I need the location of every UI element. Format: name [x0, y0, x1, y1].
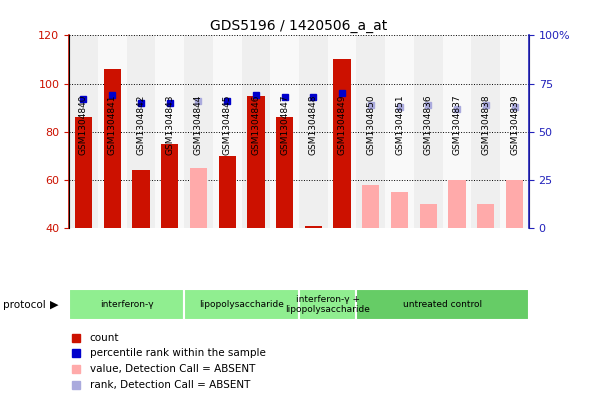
Text: value, Detection Call = ABSENT: value, Detection Call = ABSENT [90, 364, 255, 374]
Bar [385, 35, 414, 228]
Bar [161, 144, 178, 228]
Bar [362, 185, 379, 228]
Text: rank, Detection Call = ABSENT: rank, Detection Call = ABSENT [90, 380, 250, 390]
Text: GSM1304847: GSM1304847 [280, 94, 289, 155]
Bar [184, 288, 299, 321]
Bar [247, 95, 264, 228]
Bar [98, 35, 127, 228]
Bar [190, 168, 207, 228]
Bar [305, 226, 322, 228]
Text: untreated control: untreated control [403, 300, 482, 309]
Text: GSM1304849: GSM1304849 [338, 94, 347, 155]
Bar [500, 35, 529, 228]
Bar [276, 117, 293, 228]
Bar [127, 35, 155, 228]
Text: GSM1304844: GSM1304844 [194, 94, 203, 154]
Text: lipopolysaccharide: lipopolysaccharide [199, 300, 284, 309]
Text: GSM1304850: GSM1304850 [367, 94, 376, 155]
Text: GSM1304836: GSM1304836 [424, 94, 433, 155]
Text: interferon-γ +
lipopolysaccharide: interferon-γ + lipopolysaccharide [285, 295, 370, 314]
Text: GSM1304839: GSM1304839 [510, 94, 519, 155]
Bar [419, 204, 437, 228]
Bar [299, 288, 356, 321]
Bar [506, 180, 523, 228]
Bar [477, 204, 495, 228]
Text: GSM1304842: GSM1304842 [136, 94, 145, 154]
Text: GSM1304848: GSM1304848 [309, 94, 318, 155]
Bar [471, 35, 500, 228]
Text: GSM1304851: GSM1304851 [395, 94, 404, 155]
Text: GSM1304838: GSM1304838 [481, 94, 490, 155]
Bar [270, 35, 299, 228]
Bar [242, 35, 270, 228]
Bar [448, 180, 466, 228]
Text: GSM1304846: GSM1304846 [251, 94, 260, 155]
Title: GDS5196 / 1420506_a_at: GDS5196 / 1420506_a_at [210, 19, 388, 33]
Bar [328, 35, 356, 228]
Text: GSM1304840: GSM1304840 [79, 94, 88, 155]
Bar [414, 35, 443, 228]
Bar [299, 35, 328, 228]
Text: interferon-γ: interferon-γ [100, 300, 153, 309]
Text: percentile rank within the sample: percentile rank within the sample [90, 348, 266, 358]
Bar [356, 35, 385, 228]
Text: protocol: protocol [3, 299, 46, 310]
Text: GSM1304837: GSM1304837 [453, 94, 462, 155]
Bar [443, 35, 471, 228]
Bar [219, 156, 236, 228]
Bar [132, 170, 150, 228]
Bar [184, 35, 213, 228]
Bar [69, 288, 184, 321]
Bar [213, 35, 242, 228]
Bar [334, 59, 351, 228]
Text: GSM1304843: GSM1304843 [165, 94, 174, 155]
Text: count: count [90, 332, 120, 343]
Bar [103, 69, 121, 228]
Text: GSM1304845: GSM1304845 [222, 94, 231, 155]
Bar [69, 35, 98, 228]
Bar [75, 117, 92, 228]
Bar [356, 288, 529, 321]
Text: GSM1304841: GSM1304841 [108, 94, 117, 155]
Bar [155, 35, 184, 228]
Bar [391, 192, 408, 228]
Text: ▶: ▶ [50, 299, 58, 310]
